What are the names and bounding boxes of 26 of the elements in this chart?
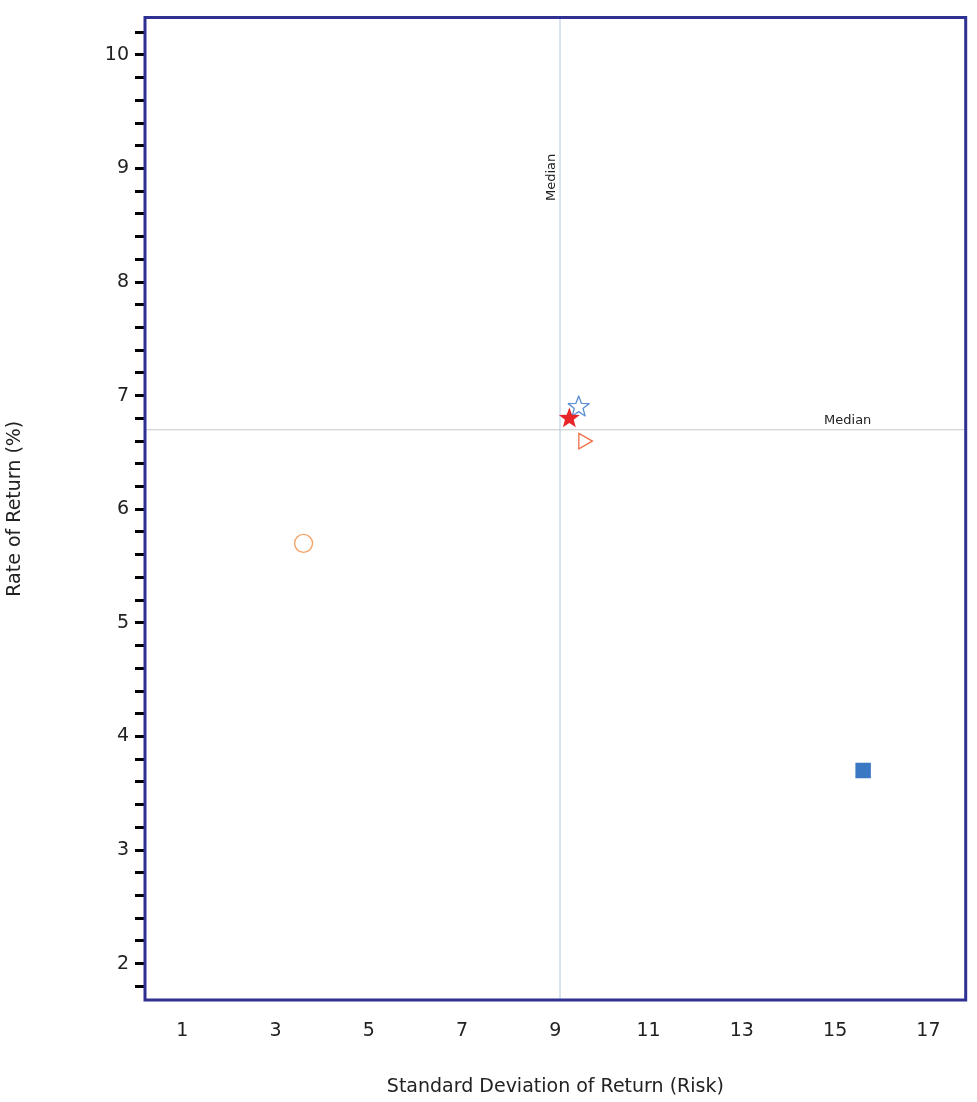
y-tick-label: 3 xyxy=(116,836,129,859)
ref-line-label: Median xyxy=(824,411,872,427)
x-tick-label: 15 xyxy=(823,1018,848,1041)
point xyxy=(293,533,314,553)
y-tick-label: 8 xyxy=(116,269,129,292)
y-tick-label: 7 xyxy=(116,382,129,405)
y-tick-label: 10 xyxy=(104,41,129,64)
x-tick-label: 9 xyxy=(549,1018,562,1041)
x-axis-title: Standard Deviation of Return (Risk) xyxy=(386,1073,724,1096)
y-tick-label: 5 xyxy=(116,609,129,632)
x-tick-label: 13 xyxy=(729,1018,754,1041)
y-tick-label: 2 xyxy=(116,950,129,973)
ref-line-label: Median xyxy=(543,153,559,202)
x-tick-label: 1 xyxy=(176,1018,189,1041)
y-tick-label: 4 xyxy=(116,723,129,746)
y-tick-label: 6 xyxy=(116,496,129,519)
x-tick-label: 5 xyxy=(362,1018,375,1041)
point xyxy=(567,395,590,417)
point xyxy=(558,407,580,428)
x-tick-label: 11 xyxy=(636,1018,661,1041)
y-tick-label: 9 xyxy=(116,155,129,178)
y-axis-title: Rate of Return (%) xyxy=(2,420,25,597)
x-tick-label: 7 xyxy=(456,1018,469,1041)
x-tick-label: 3 xyxy=(269,1018,282,1041)
x-tick-label: 17 xyxy=(916,1018,941,1041)
point xyxy=(855,762,871,779)
